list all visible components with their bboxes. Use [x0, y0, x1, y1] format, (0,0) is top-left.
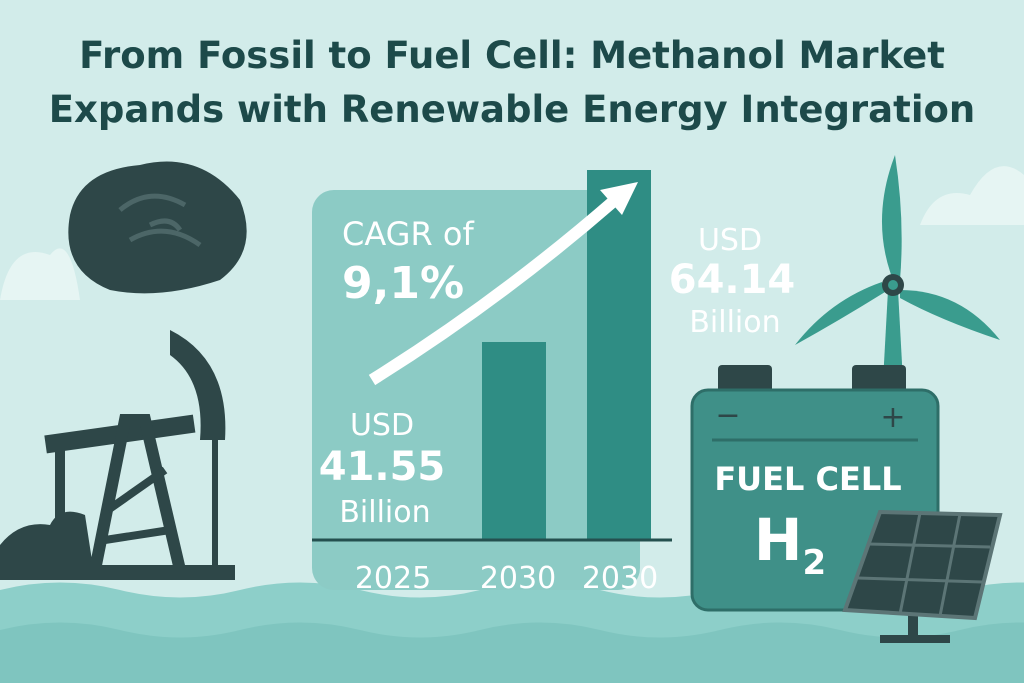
- formula-symbol: H: [754, 506, 803, 574]
- formula-subscript: 2: [802, 543, 826, 583]
- arrow-head: [600, 182, 638, 215]
- title-line: Expands with Renewable Energy Integratio…: [49, 88, 976, 131]
- bar: [482, 342, 546, 540]
- end-currency: USD: [698, 223, 762, 258]
- cloud: [0, 248, 80, 300]
- battery-label: FUEL CELL: [714, 460, 901, 498]
- cloud: [920, 166, 1024, 225]
- solar-panel: [842, 509, 1003, 643]
- battery-formula: H2: [754, 506, 826, 583]
- start-unit: Billion: [339, 495, 430, 530]
- pump-jack: [0, 330, 235, 580]
- title-line: From Fossil to Fuel Cell: Methanol Marke…: [79, 34, 945, 77]
- sea-wave: [0, 622, 1024, 683]
- growth-arrow: [368, 195, 619, 386]
- svg-text:−: −: [715, 398, 740, 433]
- year-label: 2030: [480, 561, 556, 596]
- start-currency: USD: [350, 408, 414, 443]
- coal-texture: [118, 193, 202, 248]
- year-label: 2030: [582, 561, 658, 596]
- start-amount: 41.55: [319, 444, 446, 490]
- cagr-value: 9,1%: [342, 258, 464, 309]
- year-label: 2025: [355, 561, 431, 596]
- end-amount: 64.14: [669, 257, 796, 303]
- svg-text:+: +: [880, 400, 905, 435]
- coal: [68, 161, 247, 294]
- chart-panel: [312, 190, 640, 590]
- bar: [587, 170, 651, 540]
- end-unit: Billion: [689, 305, 780, 340]
- wind-turbine: [795, 155, 1000, 400]
- cagr-label: CAGR of: [342, 215, 474, 253]
